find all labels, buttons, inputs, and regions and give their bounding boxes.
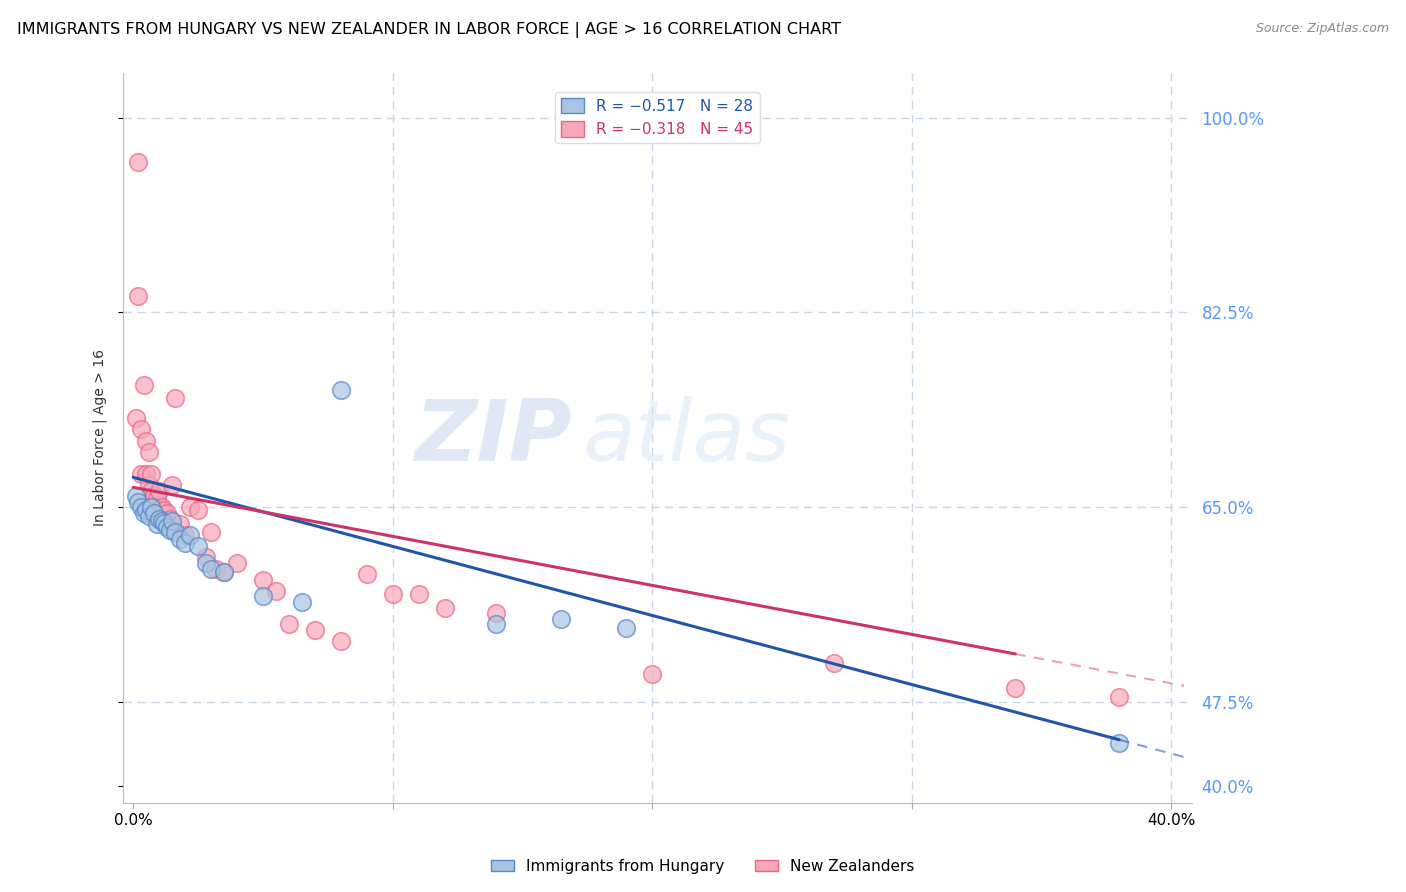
- Point: [252, 590, 274, 604]
- Point: [194, 556, 217, 570]
- Point: [127, 495, 149, 509]
- Point: [141, 467, 163, 481]
- Point: [160, 514, 183, 528]
- Point: [485, 606, 508, 620]
- Point: [550, 612, 572, 626]
- Point: [329, 634, 352, 648]
- Point: [138, 478, 160, 492]
- Point: [174, 528, 197, 542]
- Point: [381, 587, 404, 601]
- Point: [304, 623, 326, 637]
- Point: [150, 500, 173, 515]
- Point: [127, 289, 149, 303]
- Point: [132, 377, 155, 392]
- Point: [194, 550, 217, 565]
- Point: [132, 506, 155, 520]
- Point: [212, 565, 235, 579]
- Point: [433, 600, 456, 615]
- Point: [356, 567, 378, 582]
- Point: [156, 506, 179, 520]
- Point: [135, 502, 157, 516]
- Point: [153, 516, 176, 530]
- Point: [163, 391, 186, 405]
- Text: atlas: atlas: [582, 396, 790, 479]
- Point: [142, 489, 165, 503]
- Point: [1004, 681, 1026, 695]
- Point: [159, 511, 181, 525]
- Point: [408, 587, 430, 601]
- Point: [277, 617, 299, 632]
- Point: [135, 434, 157, 448]
- Point: [614, 621, 637, 635]
- Point: [129, 500, 152, 515]
- Point: [291, 595, 314, 609]
- Point: [485, 617, 508, 632]
- Point: [187, 502, 209, 516]
- Text: Source: ZipAtlas.com: Source: ZipAtlas.com: [1256, 22, 1389, 36]
- Point: [153, 502, 176, 516]
- Point: [145, 517, 167, 532]
- Point: [142, 506, 165, 520]
- Point: [163, 524, 186, 539]
- Point: [156, 520, 179, 534]
- Point: [159, 523, 181, 537]
- Point: [823, 657, 845, 671]
- Point: [150, 514, 173, 528]
- Point: [1108, 690, 1130, 704]
- Point: [148, 483, 170, 498]
- Text: IMMIGRANTS FROM HUNGARY VS NEW ZEALANDER IN LABOR FORCE | AGE > 16 CORRELATION C: IMMIGRANTS FROM HUNGARY VS NEW ZEALANDER…: [17, 22, 841, 38]
- Point: [187, 539, 209, 553]
- Point: [205, 561, 228, 575]
- Point: [1108, 737, 1130, 751]
- Point: [226, 556, 249, 570]
- Point: [212, 565, 235, 579]
- Point: [200, 524, 222, 539]
- Point: [125, 489, 148, 503]
- Point: [174, 536, 197, 550]
- Point: [641, 667, 664, 681]
- Point: [129, 467, 152, 481]
- Point: [127, 155, 149, 169]
- Point: [252, 573, 274, 587]
- Legend: R = −0.517   N = 28, R = −0.318   N = 45: R = −0.517 N = 28, R = −0.318 N = 45: [555, 92, 759, 144]
- Point: [200, 561, 222, 575]
- Point: [138, 444, 160, 458]
- Point: [179, 528, 201, 542]
- Point: [141, 500, 163, 515]
- Point: [148, 502, 170, 516]
- Point: [169, 532, 191, 546]
- Point: [329, 384, 352, 398]
- Point: [129, 422, 152, 436]
- Point: [148, 511, 170, 525]
- Point: [135, 467, 157, 481]
- Point: [160, 478, 183, 492]
- Text: ZIP: ZIP: [415, 396, 572, 479]
- Point: [125, 411, 148, 425]
- Point: [145, 491, 167, 506]
- Y-axis label: In Labor Force | Age > 16: In Labor Force | Age > 16: [93, 350, 107, 526]
- Legend: Immigrants from Hungary, New Zealanders: Immigrants from Hungary, New Zealanders: [485, 853, 921, 880]
- Point: [264, 583, 287, 598]
- Point: [138, 509, 160, 524]
- Point: [169, 517, 191, 532]
- Point: [179, 500, 201, 515]
- Point: [141, 483, 163, 498]
